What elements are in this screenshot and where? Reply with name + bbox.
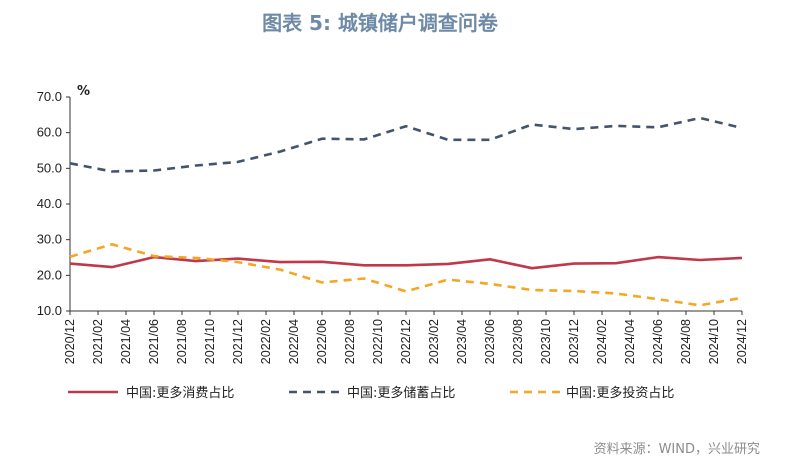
x-tick-label: 2021/10 [203,319,217,364]
plot-series [69,116,743,307]
x-tick-label: 2022/12 [399,319,413,364]
series-line-investment [69,243,743,307]
x-tick-label: 2021/04 [119,319,133,364]
x-tick-label: 2024/12 [735,319,749,364]
legend: 中国:更多消费占比 中国:更多储蓄占比 中国:更多投资占比 [68,385,674,401]
x-tick-label: 2024/04 [623,319,637,364]
x-axis: 2020/12 2021/02 2021/04 2021/06 2021/08 2021/… [63,310,749,364]
y-tick-label: 20.0 [37,267,62,282]
x-tick-label: 2022/02 [259,319,273,364]
source-note: 资料来源：WIND，兴业研究 [594,442,760,457]
x-tick-label: 2022/06 [315,319,329,364]
series-line-consumption [69,255,743,270]
y-tick-label: 40.0 [37,196,62,211]
x-tick-label: 2024/02 [595,319,609,364]
x-tick-label: 2023/12 [567,319,581,364]
x-tick-label: 2023/08 [511,319,525,364]
legend-item-investment: 中国:更多投资占比 [510,385,674,401]
y-tick-label: 10.0 [37,303,62,318]
x-tick-label: 2022/10 [371,319,385,364]
y-axis: 70.0 60.0 50.0 40.0 30.0 20.0 10.0 [37,89,71,318]
x-tick-label: 2023/06 [483,319,497,364]
unit-label: % [77,84,90,99]
y-tick-label: 50.0 [37,160,62,175]
y-tick-label: 60.0 [37,125,62,140]
legend-label-investment: 中国:更多投资占比 [566,385,674,401]
x-tick-label: 2021/08 [175,319,189,364]
legend-item-consumption: 中国:更多消费占比 [68,385,234,401]
legend-label-savings: 中国:更多储蓄占比 [347,385,455,401]
x-tick-label: 2021/12 [231,319,245,364]
x-tick-label: 2021/06 [147,319,161,364]
legend-label-consumption: 中国:更多消费占比 [126,385,234,401]
x-tick-label: 2022/08 [343,319,357,364]
x-tick-label: 2023/02 [427,319,441,364]
x-tick-label: 2020/12 [63,319,77,364]
x-tick-label: 2021/02 [91,319,105,364]
x-tick-label: 2024/06 [651,319,665,364]
x-tick-label: 2023/04 [455,319,469,364]
series-line-savings [69,116,743,173]
chart-title: 图表 5: 城镇储户调查问卷 [262,11,499,35]
legend-item-savings: 中国:更多储蓄占比 [289,385,455,401]
y-tick-label: 30.0 [37,232,62,247]
x-tick-label: 2024/10 [707,319,721,364]
y-tick-label: 70.0 [37,89,62,104]
x-tick-label: 2024/08 [679,319,693,364]
x-tick-label: 2023/10 [539,319,553,364]
x-tick-label: 2022/04 [287,319,301,364]
